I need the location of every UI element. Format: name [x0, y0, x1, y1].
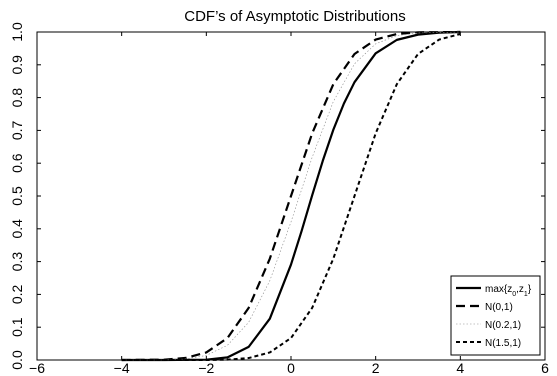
- x-tick-label: −2: [198, 360, 214, 376]
- axis-ticks: −6 −4 −2 0 2 4 6 0.0 0.1 0.2 0.3 0.4 0.5 0.6 0.7 0.8 0.9…: [9, 22, 549, 376]
- y-tick-label: 0.6: [9, 153, 25, 173]
- series-lines: [121, 30, 461, 362]
- legend-label-2: N(0.2,1): [485, 320, 521, 331]
- y-tick-label: 0.7: [9, 120, 25, 140]
- y-tick-label: 0.8: [9, 88, 25, 108]
- legend: max{z0,z1} N(0,1) N(0.2,1) N(1.5,1): [450, 275, 541, 356]
- y-tick-label: 0.4: [9, 219, 25, 239]
- series-line-2: [121, 31, 461, 361]
- series-line-0: [121, 30, 461, 362]
- x-tick-label: 4: [456, 360, 464, 376]
- series-line-3: [121, 33, 461, 361]
- x-tick-label: −4: [114, 360, 130, 376]
- legend-label-1: N(0,1): [485, 302, 513, 313]
- y-tick-label: 0.1: [9, 317, 25, 337]
- y-tick-label: 0.5: [9, 186, 25, 206]
- y-tick-label: 0.0: [9, 350, 25, 370]
- y-tick-label: 0.2: [9, 284, 25, 304]
- series-line-1: [121, 30, 461, 362]
- x-tick-label: 2: [372, 360, 380, 376]
- legend-label-3: N(1.5,1): [485, 338, 521, 349]
- x-tick-label: −6: [29, 360, 45, 376]
- y-tick-label: 0.3: [9, 252, 25, 272]
- y-tick-label: 0.9: [9, 55, 25, 75]
- x-tick-label: 6: [541, 360, 549, 376]
- x-tick-label: 0: [287, 360, 295, 376]
- legend-label-0: max{z0,z1}: [485, 284, 532, 298]
- chart-title: CDF’s of Asymptotic Distributions: [184, 8, 405, 25]
- y-tick-label: 1.0: [9, 22, 25, 42]
